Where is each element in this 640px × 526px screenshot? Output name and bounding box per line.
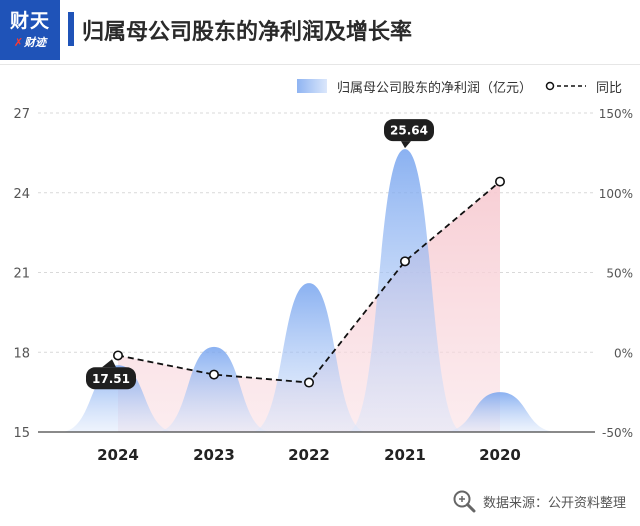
data-label-2024: 17.51 xyxy=(86,359,136,390)
data-label-pointer xyxy=(102,359,116,368)
magnifier-icon xyxy=(451,488,477,514)
category-label: 2023 xyxy=(193,446,235,464)
left-tick-label: 24 xyxy=(13,187,30,202)
header-divider xyxy=(0,64,640,65)
profit-bells xyxy=(60,149,558,433)
yoy-point-2023 xyxy=(209,369,220,380)
category-label: 2021 xyxy=(384,446,426,464)
legend-bar-label: 归属母公司股东的净利润（亿元） xyxy=(336,80,532,96)
data-label-pointer xyxy=(401,141,411,149)
profit-bell-2023 xyxy=(156,346,272,432)
legend: 归属母公司股东的净利润（亿元） 同比 xyxy=(296,76,622,96)
header: 财天 ✗财迹 归属母公司股东的净利润及增长率 xyxy=(0,0,640,66)
chart-title: 归属母公司股东的净利润及增长率 xyxy=(82,20,413,45)
left-tick-label: 21 xyxy=(13,267,30,282)
profit-bell-2022 xyxy=(251,283,367,432)
logo-sub-word: 财迹 xyxy=(24,36,47,49)
yoy-line-layer xyxy=(113,176,505,388)
title-accent-bar xyxy=(68,12,74,46)
legend-line-label: 同比 xyxy=(595,80,622,96)
data-label-text: 25.64 xyxy=(390,124,428,138)
axes: 15 18 21 24 27 -50% 0% 50% 100% 150% 2024 2023 2022 2… xyxy=(13,107,633,464)
source-note: 数据来源：公开资料整理 xyxy=(451,488,626,514)
right-tick-label: 100% xyxy=(599,187,633,201)
yoy-point-2022 xyxy=(303,377,314,388)
category-label: 2024 xyxy=(97,446,139,464)
profit-bell-2020 xyxy=(442,392,558,432)
data-labels: 17.51 25.64 xyxy=(86,119,434,390)
data-label-box xyxy=(384,119,434,142)
category-label: 2020 xyxy=(479,446,521,464)
data-label-text: 17.51 xyxy=(92,372,130,386)
yoy-point-2024 xyxy=(113,350,124,361)
brand-logo: 财天 ✗财迹 xyxy=(0,0,60,60)
logo-sub-text: ✗财迹 xyxy=(0,34,60,50)
data-label-box xyxy=(86,367,136,390)
profit-bell-2024 xyxy=(60,365,176,432)
logo-x-mark: ✗ xyxy=(13,36,24,49)
yoy-point-2020 xyxy=(494,176,505,187)
legend-line-icon xyxy=(542,79,586,93)
right-tick-label: 0% xyxy=(614,346,633,360)
left-tick-label: 18 xyxy=(13,346,30,361)
right-tick-label: 50% xyxy=(606,267,633,281)
left-tick-label: 27 xyxy=(13,107,30,122)
profit-bell-2021 xyxy=(347,149,463,433)
legend-bar-swatch xyxy=(296,79,327,93)
category-label: 2022 xyxy=(288,446,330,464)
source-text: 数据来源：公开资料整理 xyxy=(482,495,626,511)
right-tick-label: 150% xyxy=(599,107,633,121)
right-tick-label: -50% xyxy=(602,426,633,440)
left-tick-label: 15 xyxy=(13,426,30,441)
logo-main-text: 财天 xyxy=(9,10,50,32)
data-label-2021: 25.64 xyxy=(384,119,434,149)
yoy-point-2021 xyxy=(399,256,410,267)
